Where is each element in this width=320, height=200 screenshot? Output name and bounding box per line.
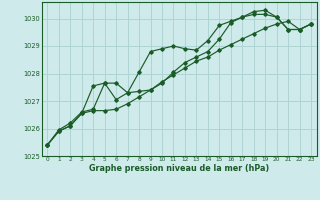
X-axis label: Graphe pression niveau de la mer (hPa): Graphe pression niveau de la mer (hPa) <box>89 164 269 173</box>
